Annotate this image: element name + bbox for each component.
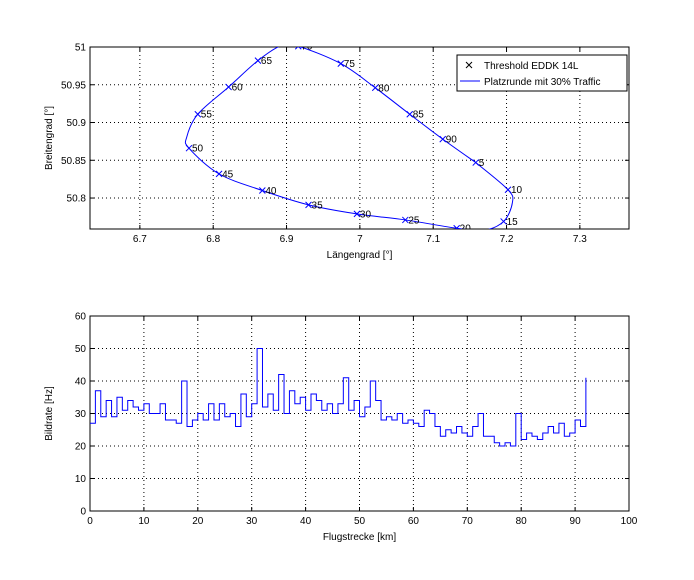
marker-label: 80 — [378, 83, 390, 94]
x-tick-label: 30 — [246, 516, 258, 527]
marker-label: 35 — [312, 200, 324, 211]
threshold-marker — [439, 135, 447, 143]
x-tick-label: 7.2 — [500, 234, 514, 245]
y-tick-label: 50.95 — [61, 80, 86, 91]
framerate-line — [90, 348, 587, 447]
threshold-marker — [500, 218, 507, 225]
x-tick-label: 50 — [354, 516, 366, 527]
y-tick-label: 20 — [75, 442, 87, 453]
threshold-marker — [406, 110, 414, 118]
y-tick-label: 51 — [75, 43, 87, 54]
y-tick-label: 50.9 — [67, 118, 87, 129]
marker-label: 25 — [408, 215, 420, 226]
threshold-marker — [225, 83, 232, 91]
x-tick-label: 60 — [408, 516, 420, 527]
y-axis-label: Bildrate [Hz] — [44, 386, 55, 441]
track-layer: 5 10 15 20 25 30 35 40 45 50 55 60 65 70 75 80 85 90 — [184, 42, 523, 235]
threshold-marker — [185, 144, 193, 152]
threshold-marker — [472, 159, 480, 166]
y-tick-label: 0 — [80, 507, 86, 518]
x-tick-label: 6.9 — [280, 234, 294, 245]
x-tick-label: 20 — [192, 516, 204, 527]
y-tick-label: 40 — [75, 377, 87, 388]
threshold-marker — [504, 186, 512, 194]
threshold-marker — [353, 210, 361, 218]
threshold-marker — [215, 170, 223, 178]
legend-entry: Threshold EDDK 14L — [484, 61, 579, 72]
threshold-marker — [401, 216, 409, 224]
y-tick-label: 50.85 — [61, 156, 86, 167]
marker-label: 55 — [201, 110, 213, 121]
marker-label: 70 — [301, 42, 313, 53]
marker-label: 10 — [511, 185, 523, 196]
threshold-marker — [305, 201, 312, 209]
marker-label: 90 — [446, 135, 458, 146]
x-tick-label: 10 — [138, 516, 150, 527]
x-axis-label: Flugstrecke [km] — [323, 532, 397, 543]
threshold-marker — [453, 224, 461, 229]
threshold-marker — [258, 187, 266, 194]
framerate-layer — [90, 348, 587, 447]
marker-label: 85 — [413, 110, 425, 121]
x-tick-label: 0 — [87, 516, 93, 527]
y-tick-label: 10 — [75, 474, 87, 485]
threshold-marker — [194, 110, 202, 118]
legend-entry: Platzrunde mit 30% Traffic — [484, 77, 601, 88]
marker-label: 45 — [222, 169, 234, 180]
marker-label: 5 — [479, 158, 485, 169]
marker-label: 30 — [360, 209, 372, 220]
x-tick-label: 70 — [462, 516, 474, 527]
marker-label: 60 — [232, 83, 244, 94]
x-axis-label: Längengrad [°] — [327, 250, 393, 261]
marker-label: 65 — [261, 56, 273, 67]
legend: Threshold EDDK 14L Platzrunde mit 30% Tra… — [456, 54, 628, 92]
threshold-marker — [337, 60, 345, 67]
map-track-plot: 6.7 6.8 6.9 7 7.1 7.2 7.3 50.8 50.85 50.9 50.95 51 L… — [44, 42, 630, 261]
x-tick-label: 7.3 — [573, 234, 587, 245]
marker-label: 50 — [192, 144, 204, 155]
y-tick-label: 50.8 — [67, 194, 87, 205]
x-tick-label: 6.8 — [206, 234, 220, 245]
x-tick-label: 80 — [516, 516, 528, 527]
framerate-plot: 0 10 20 30 40 50 60 70 80 90 100 0 10 20 30 40 50 60 Flugs… — [44, 312, 638, 544]
legend-box — [456, 54, 628, 92]
x-tick-label: 7.1 — [426, 234, 440, 245]
y-axis-label: Breitengrad [°] — [44, 106, 55, 170]
marker-label: 15 — [507, 217, 519, 228]
x-tick-label: 100 — [621, 516, 638, 527]
marker-label: 75 — [344, 59, 356, 70]
threshold-marker — [371, 84, 379, 92]
threshold-marker — [254, 57, 262, 64]
y-tick-label: 50 — [75, 344, 87, 355]
marker-label: 20 — [460, 224, 472, 235]
y-tick-label: 60 — [75, 312, 87, 323]
x-tick-label: 7 — [357, 234, 363, 245]
marker-label: 40 — [265, 186, 277, 197]
y-tick-label: 30 — [75, 409, 87, 420]
threshold-marker — [294, 47, 302, 50]
x-tick-label: 40 — [300, 516, 312, 527]
legend-marker-x-icon — [465, 61, 473, 69]
x-tick-label: 90 — [570, 516, 582, 527]
x-tick-label: 6.7 — [133, 234, 147, 245]
